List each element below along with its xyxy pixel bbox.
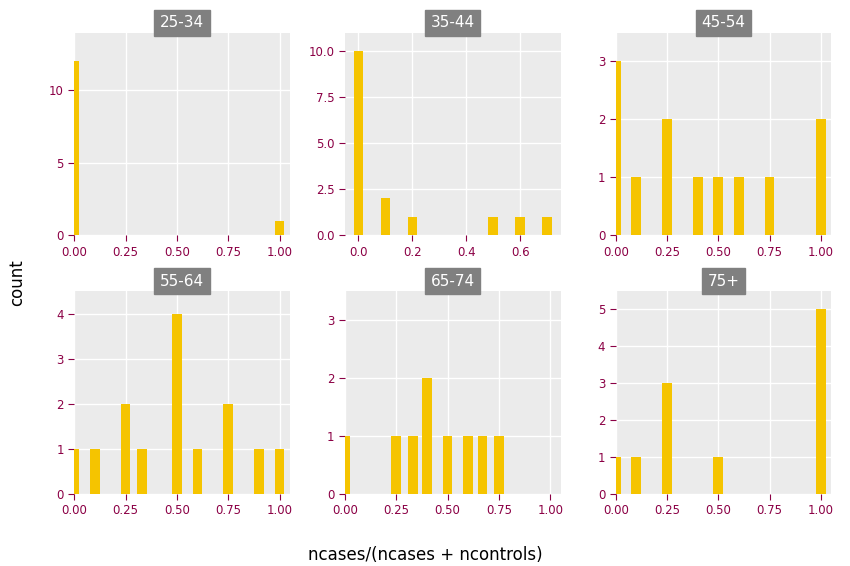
Bar (632, 177, 641, 235)
Bar (734, 177, 744, 235)
Bar (172, 314, 182, 494)
Bar (443, 436, 452, 494)
Bar (765, 177, 774, 235)
Title: 55-64: 55-64 (160, 273, 204, 289)
Bar (275, 221, 285, 235)
Bar (488, 217, 498, 235)
Bar (137, 449, 147, 494)
Bar (816, 310, 826, 494)
Title: 25-34: 25-34 (160, 15, 204, 30)
Title: 35-44: 35-44 (431, 15, 475, 30)
Bar (121, 404, 130, 494)
Bar (381, 198, 390, 235)
Bar (90, 449, 99, 494)
Bar (70, 62, 79, 235)
Bar (392, 436, 401, 494)
Bar (713, 177, 723, 235)
Bar (662, 119, 672, 235)
Bar (70, 449, 79, 494)
Bar (713, 457, 723, 494)
Title: 65-74: 65-74 (431, 273, 475, 289)
Bar (611, 62, 620, 235)
Bar (354, 51, 363, 235)
Bar (408, 436, 417, 494)
Title: 75+: 75+ (707, 273, 740, 289)
Bar (662, 383, 672, 494)
Text: count: count (8, 260, 26, 306)
Bar (515, 217, 525, 235)
Bar (478, 436, 487, 494)
Bar (275, 449, 285, 494)
Title: 45-54: 45-54 (701, 15, 745, 30)
Bar (816, 119, 826, 235)
Bar (407, 217, 417, 235)
Bar (632, 457, 641, 494)
Bar (494, 436, 504, 494)
Bar (224, 404, 233, 494)
Bar (422, 378, 432, 494)
Bar (542, 217, 552, 235)
Bar (254, 449, 264, 494)
Bar (463, 436, 473, 494)
Bar (340, 436, 350, 494)
Bar (193, 449, 202, 494)
Text: ncases/(ncases + ncontrols): ncases/(ncases + ncontrols) (308, 546, 542, 564)
Bar (611, 457, 620, 494)
Bar (693, 177, 703, 235)
